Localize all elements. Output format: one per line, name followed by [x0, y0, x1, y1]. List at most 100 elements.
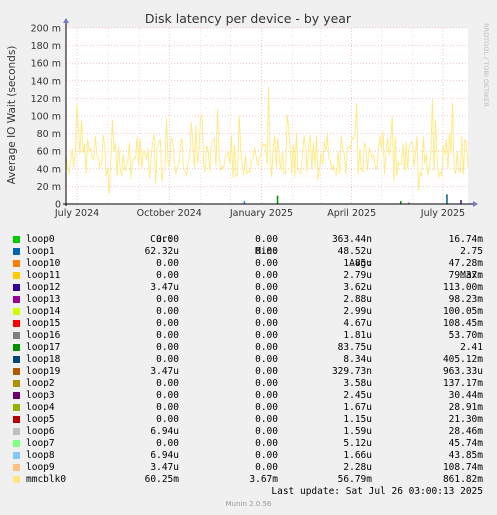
legend-min: 0.00 [255, 450, 278, 461]
y-axis-label: Average IO Wait (seconds) [6, 46, 18, 185]
legend-avg: 1.67u [343, 402, 372, 413]
legend-min: 0.00 [255, 234, 278, 245]
legend-min: 0.00 [255, 270, 278, 281]
legend-avg: 3.62u [343, 282, 372, 293]
legend-row-loop15: loop15 0.00 0.00 4.67u 108.45m [0, 318, 497, 330]
legend-avg: 1.81u [343, 330, 372, 341]
legend-row-loop17: loop17 0.00 0.00 83.75u 2.41 [0, 342, 497, 354]
legend-cur: 3.47u [150, 366, 179, 377]
x-tick-label: July 2024 [54, 208, 99, 219]
legend-row-loop13: loop13 0.00 0.00 2.88u 98.23m [0, 294, 497, 306]
legend-swatch [13, 308, 20, 315]
legend-row-loop6: loop6 6.94u 0.00 1.59u 28.46m [0, 426, 497, 438]
legend-cur: 3.47u [150, 462, 179, 473]
x-tick-label: January 2025 [229, 208, 293, 219]
legend-min: 0.00 [255, 462, 278, 473]
legend-name: loop16 [26, 330, 61, 341]
legend-name: loop1 [26, 246, 55, 257]
legend-swatch [13, 332, 20, 339]
legend-avg: 363.44n [331, 234, 372, 245]
x-tick-label: July 2025 [420, 208, 465, 219]
legend-min: 0.00 [255, 354, 278, 365]
legend-min: 0.00 [255, 426, 278, 437]
legend-cur: 0.00 [156, 258, 179, 269]
legend-cur: 0.00 [156, 402, 179, 413]
legend-max: 47.28m [448, 258, 483, 269]
legend-row-loop1: loop1 62.32u 0.00 48.52u 2.75 [0, 246, 497, 258]
y-tick-label: 20 m [37, 182, 61, 193]
legend-max: 21.30m [448, 414, 483, 425]
legend-avg: 2.45u [343, 390, 372, 401]
legend-max: 30.44m [448, 390, 483, 401]
legend-cur: 0.00 [156, 438, 179, 449]
legend-swatch [13, 320, 20, 327]
legend-max: 113.00m [442, 282, 483, 293]
legend-cur: 0.00 [156, 342, 179, 353]
legend-name: loop3 [26, 390, 55, 401]
y-tick-label: 180 m [31, 41, 61, 52]
header-avg: Avg: [349, 258, 372, 269]
legend-row-loop14: loop14 0.00 0.00 2.99u 100.05m [0, 306, 497, 318]
header-max: Max: [460, 270, 483, 281]
legend-max: 16.74m [448, 234, 483, 245]
legend-name: loop7 [26, 438, 55, 449]
legend-name: loop10 [26, 258, 61, 269]
legend-max: 405.12m [442, 354, 483, 365]
legend-name: loop2 [26, 378, 55, 389]
legend-min: 0.00 [255, 366, 278, 377]
y-tick-labels: 0 20 m 40 m 60 m 80 m 100 m 120 m 140 m 160 m 180… [31, 24, 61, 211]
legend-cur: 62.32u [144, 246, 179, 257]
legend-name: loop15 [26, 318, 61, 329]
legend-avg: 1.59u [343, 426, 372, 437]
legend-row-loop8: loop8 6.94u 0.00 1.66u 43.85m [0, 450, 497, 462]
rrdtool-label: RRDTOOL / TOBI OETIKER [482, 23, 490, 107]
legend-cur: 60.25m [144, 474, 179, 485]
legend-min: 0.00 [255, 294, 278, 305]
legend-avg: 5.12u [343, 438, 372, 449]
legend-swatch [13, 452, 20, 459]
x-axis-arrow [473, 201, 478, 207]
legend-avg: 329.73n [331, 366, 372, 377]
legend-avg: 2.88u [343, 294, 372, 305]
legend-swatch [13, 464, 20, 471]
x-tick-label: April 2025 [327, 208, 376, 219]
y-tick-label: 160 m [31, 59, 61, 70]
legend-avg: 1.15u [343, 414, 372, 425]
legend-avg: 1.85u [343, 258, 372, 269]
x-tick-label: October 2024 [137, 208, 202, 219]
legend-avg: 8.34u [343, 354, 372, 365]
legend-min: 0.00 [255, 414, 278, 425]
legend-max: 28.46m [448, 426, 483, 437]
legend-swatch [13, 284, 20, 291]
legend-header: Cur: Min: Avg: Max: [0, 222, 497, 281]
legend-name: loop6 [26, 426, 55, 437]
y-tick-label: 100 m [31, 112, 61, 123]
legend-row-loop5: loop5 0.00 0.00 1.15u 21.30m [0, 414, 497, 426]
legend-max: 43.85m [448, 450, 483, 461]
legend-name: loop14 [26, 306, 61, 317]
legend-row-mmcblk0: mmcblk0 60.25m 3.67m 56.79m 861.82m [0, 474, 497, 486]
legend-min: 0.00 [255, 438, 278, 449]
legend-min: 3.67m [249, 474, 278, 485]
legend-row-loop11: loop11 0.00 0.00 2.79u 79.37m [0, 270, 497, 282]
legend-name: loop12 [26, 282, 61, 293]
legend-max: 53.70m [448, 330, 483, 341]
legend-name: loop11 [26, 270, 61, 281]
legend-avg: 83.75u [337, 342, 372, 353]
legend-swatch [13, 356, 20, 363]
legend-row-loop7: loop7 0.00 0.00 5.12u 45.74m [0, 438, 497, 450]
legend-swatch [13, 428, 20, 435]
legend-swatch [13, 260, 20, 267]
y-tick-label: 0 [55, 200, 61, 211]
legend-swatch [13, 272, 20, 279]
legend-min: 0.00 [255, 318, 278, 329]
legend-min: 0.00 [255, 402, 278, 413]
legend-swatch [13, 368, 20, 375]
legend-swatch [13, 404, 20, 411]
legend-swatch [13, 248, 20, 255]
legend-swatch [13, 236, 20, 243]
legend-min: 0.00 [255, 330, 278, 341]
legend-name: loop4 [26, 402, 55, 413]
legend-min: 0.00 [255, 342, 278, 353]
legend-cur: 6.94u [150, 426, 179, 437]
